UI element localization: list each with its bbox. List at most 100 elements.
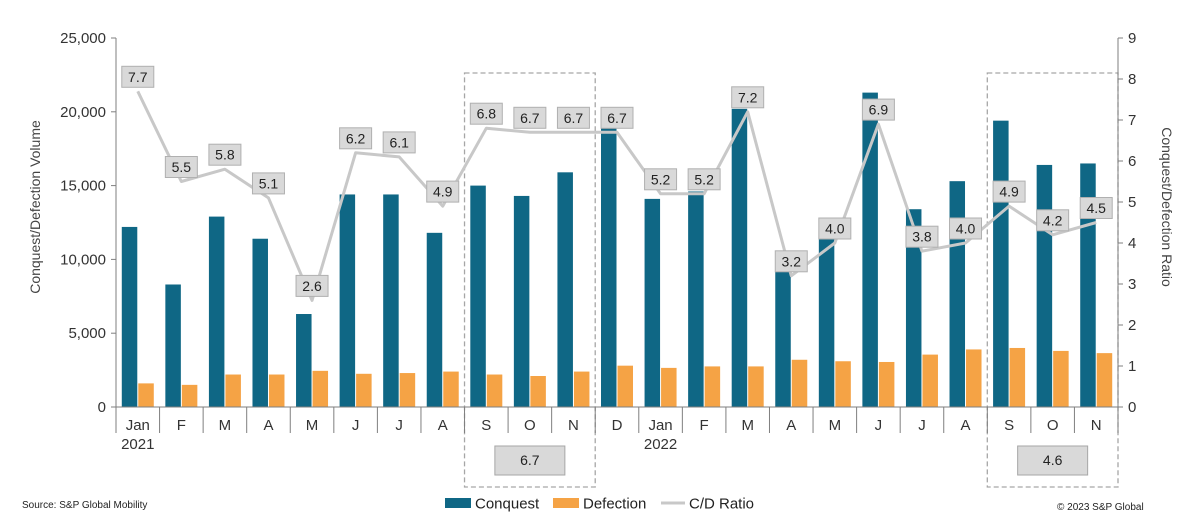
ratio-label-box-13	[687, 168, 721, 191]
category-label-14: M	[741, 417, 754, 434]
ratio-label-13: 5.2	[694, 171, 714, 187]
legend-swatch-1	[553, 498, 579, 508]
bar-conquest-1	[165, 284, 181, 407]
ratio-label-box-16	[818, 217, 852, 240]
ratio-label-box-2	[208, 143, 242, 166]
category-label-8: S	[481, 417, 491, 434]
bar-conquest-9	[513, 195, 530, 407]
right-tick-label-0: 0	[1128, 399, 1136, 416]
category-label-7: A	[438, 417, 448, 434]
source-note: Source: S&P Global Mobility	[22, 500, 148, 511]
ratio-label-5: 6.2	[346, 130, 366, 146]
left-tick-label-2: 10,000	[60, 251, 106, 268]
bar-conquest-21	[1036, 164, 1053, 407]
ratio-label-18: 3.8	[912, 229, 932, 245]
bar-conquest-0	[121, 226, 138, 407]
category-label-13: F	[700, 417, 709, 434]
right-tick-label-6: 6	[1128, 153, 1136, 170]
bar-defection-7	[443, 371, 459, 407]
ratio-label-box-3	[251, 172, 285, 195]
right-tick-label-9: 9	[1128, 30, 1136, 47]
bar-conquest-7	[426, 232, 443, 407]
ratio-line-series	[136, 90, 1097, 302]
category-label-22: N	[1091, 417, 1102, 434]
bar-conquest-20	[993, 120, 1009, 407]
category-label-4: M	[306, 417, 319, 434]
ratio-label-14: 7.2	[738, 89, 758, 105]
ratio-label-19: 4.0	[956, 221, 976, 237]
category-label-9: O	[524, 417, 536, 434]
axes: 0 5,000 10,000 15,000 20,000 25,000 0 1 2 3 4 5 6 7 8 9…	[60, 30, 1136, 453]
ratio-label-2: 5.8	[215, 147, 235, 163]
ratio-label-box-4	[295, 274, 329, 297]
bar-conquest-6	[383, 194, 399, 407]
bar-defection-9	[530, 376, 546, 407]
category-label-0: Jan	[126, 417, 150, 434]
average-label-box-0	[494, 445, 566, 476]
bar-conquest-15	[775, 260, 791, 407]
ratio-label-box-20	[992, 180, 1026, 203]
ratio-labels: 7.7 5.5 5.8 5.1 2.6 6.2 6.1 4.9 6.8 6.7 6.7 6.7 5.2 5…	[121, 65, 1113, 297]
ratio-label-4: 2.6	[302, 278, 322, 294]
ratio-label-10: 6.7	[564, 110, 584, 126]
bar-conquest-5	[339, 194, 356, 407]
ratio-label-0: 7.7	[128, 69, 148, 85]
bar-defection-21	[1053, 350, 1069, 407]
ratio-label-11: 6.7	[607, 110, 627, 126]
legend: Conquest Defection C/D Ratio	[445, 496, 754, 513]
ratio-label-22: 4.5	[1086, 200, 1106, 216]
bar-conquest-18	[905, 209, 922, 407]
ratio-label-8: 6.8	[477, 106, 497, 122]
category-label-1: F	[177, 417, 186, 434]
ratio-label-box-17	[861, 98, 895, 121]
bar-conquest-3	[252, 238, 268, 407]
ratio-label-box-22	[1079, 197, 1113, 219]
left-tick-label-1: 5,000	[68, 325, 106, 342]
bar-defection-10	[573, 371, 590, 407]
copyright-note: © 2023 S&P Global	[1057, 502, 1144, 513]
ratio-label-box-14	[731, 86, 765, 109]
ratio-label-box-21	[1036, 209, 1070, 232]
ratio-label-box-5	[339, 127, 373, 150]
right-tick-label-2: 2	[1128, 317, 1136, 334]
left-axis-title: Conquest/Defection Volume	[27, 120, 43, 294]
ratio-label-6: 6.1	[389, 134, 409, 150]
category-label-11: D	[612, 417, 623, 434]
bar-defection-14	[748, 366, 764, 407]
bar-defection-16	[835, 361, 851, 407]
year-label-0: 2021	[121, 436, 154, 453]
ratio-label-3: 5.1	[259, 175, 279, 191]
right-tick-label-3: 3	[1128, 276, 1136, 293]
left-tick-label-5: 25,000	[60, 30, 106, 47]
category-label-18: J	[918, 417, 926, 434]
average-label-0: 6.7	[520, 452, 540, 468]
right-axis-title: Conquest/Defection Ratio	[1159, 127, 1175, 287]
category-label-15: A	[786, 417, 796, 434]
ratio-label-box-1	[164, 156, 198, 178]
bar-conquest-13	[688, 191, 704, 407]
bar-conquest-17	[862, 92, 878, 407]
ratio-label-9: 6.7	[520, 110, 540, 126]
ratio-label-20: 4.9	[999, 184, 1019, 200]
average-label-box-1	[1017, 445, 1089, 476]
ratio-label-box-0	[121, 65, 155, 88]
left-tick-label-3: 15,000	[60, 178, 106, 195]
ratio-label-box-11	[600, 106, 634, 129]
highlight-boxes: 6.7 4.6	[463, 72, 1119, 488]
bar-defection-0	[138, 383, 154, 407]
bar-defection-2	[225, 374, 241, 407]
legend-swatch-0	[445, 498, 471, 508]
category-label-10: N	[568, 417, 579, 434]
bar-defection-19	[966, 349, 982, 407]
right-tick-label-7: 7	[1128, 112, 1136, 129]
bar-defection-5	[356, 373, 372, 407]
ratio-label-box-19	[949, 217, 983, 240]
bar-defection-3	[268, 374, 285, 407]
ratio-label-7: 4.9	[433, 184, 453, 200]
bar-defection-4	[312, 370, 329, 407]
bar-defection-15	[791, 359, 808, 407]
bar-conquest-12	[644, 198, 661, 407]
ratio-label-box-10	[556, 106, 590, 129]
legend-label-1: Defection	[583, 496, 646, 513]
category-label-17: J	[875, 417, 883, 434]
